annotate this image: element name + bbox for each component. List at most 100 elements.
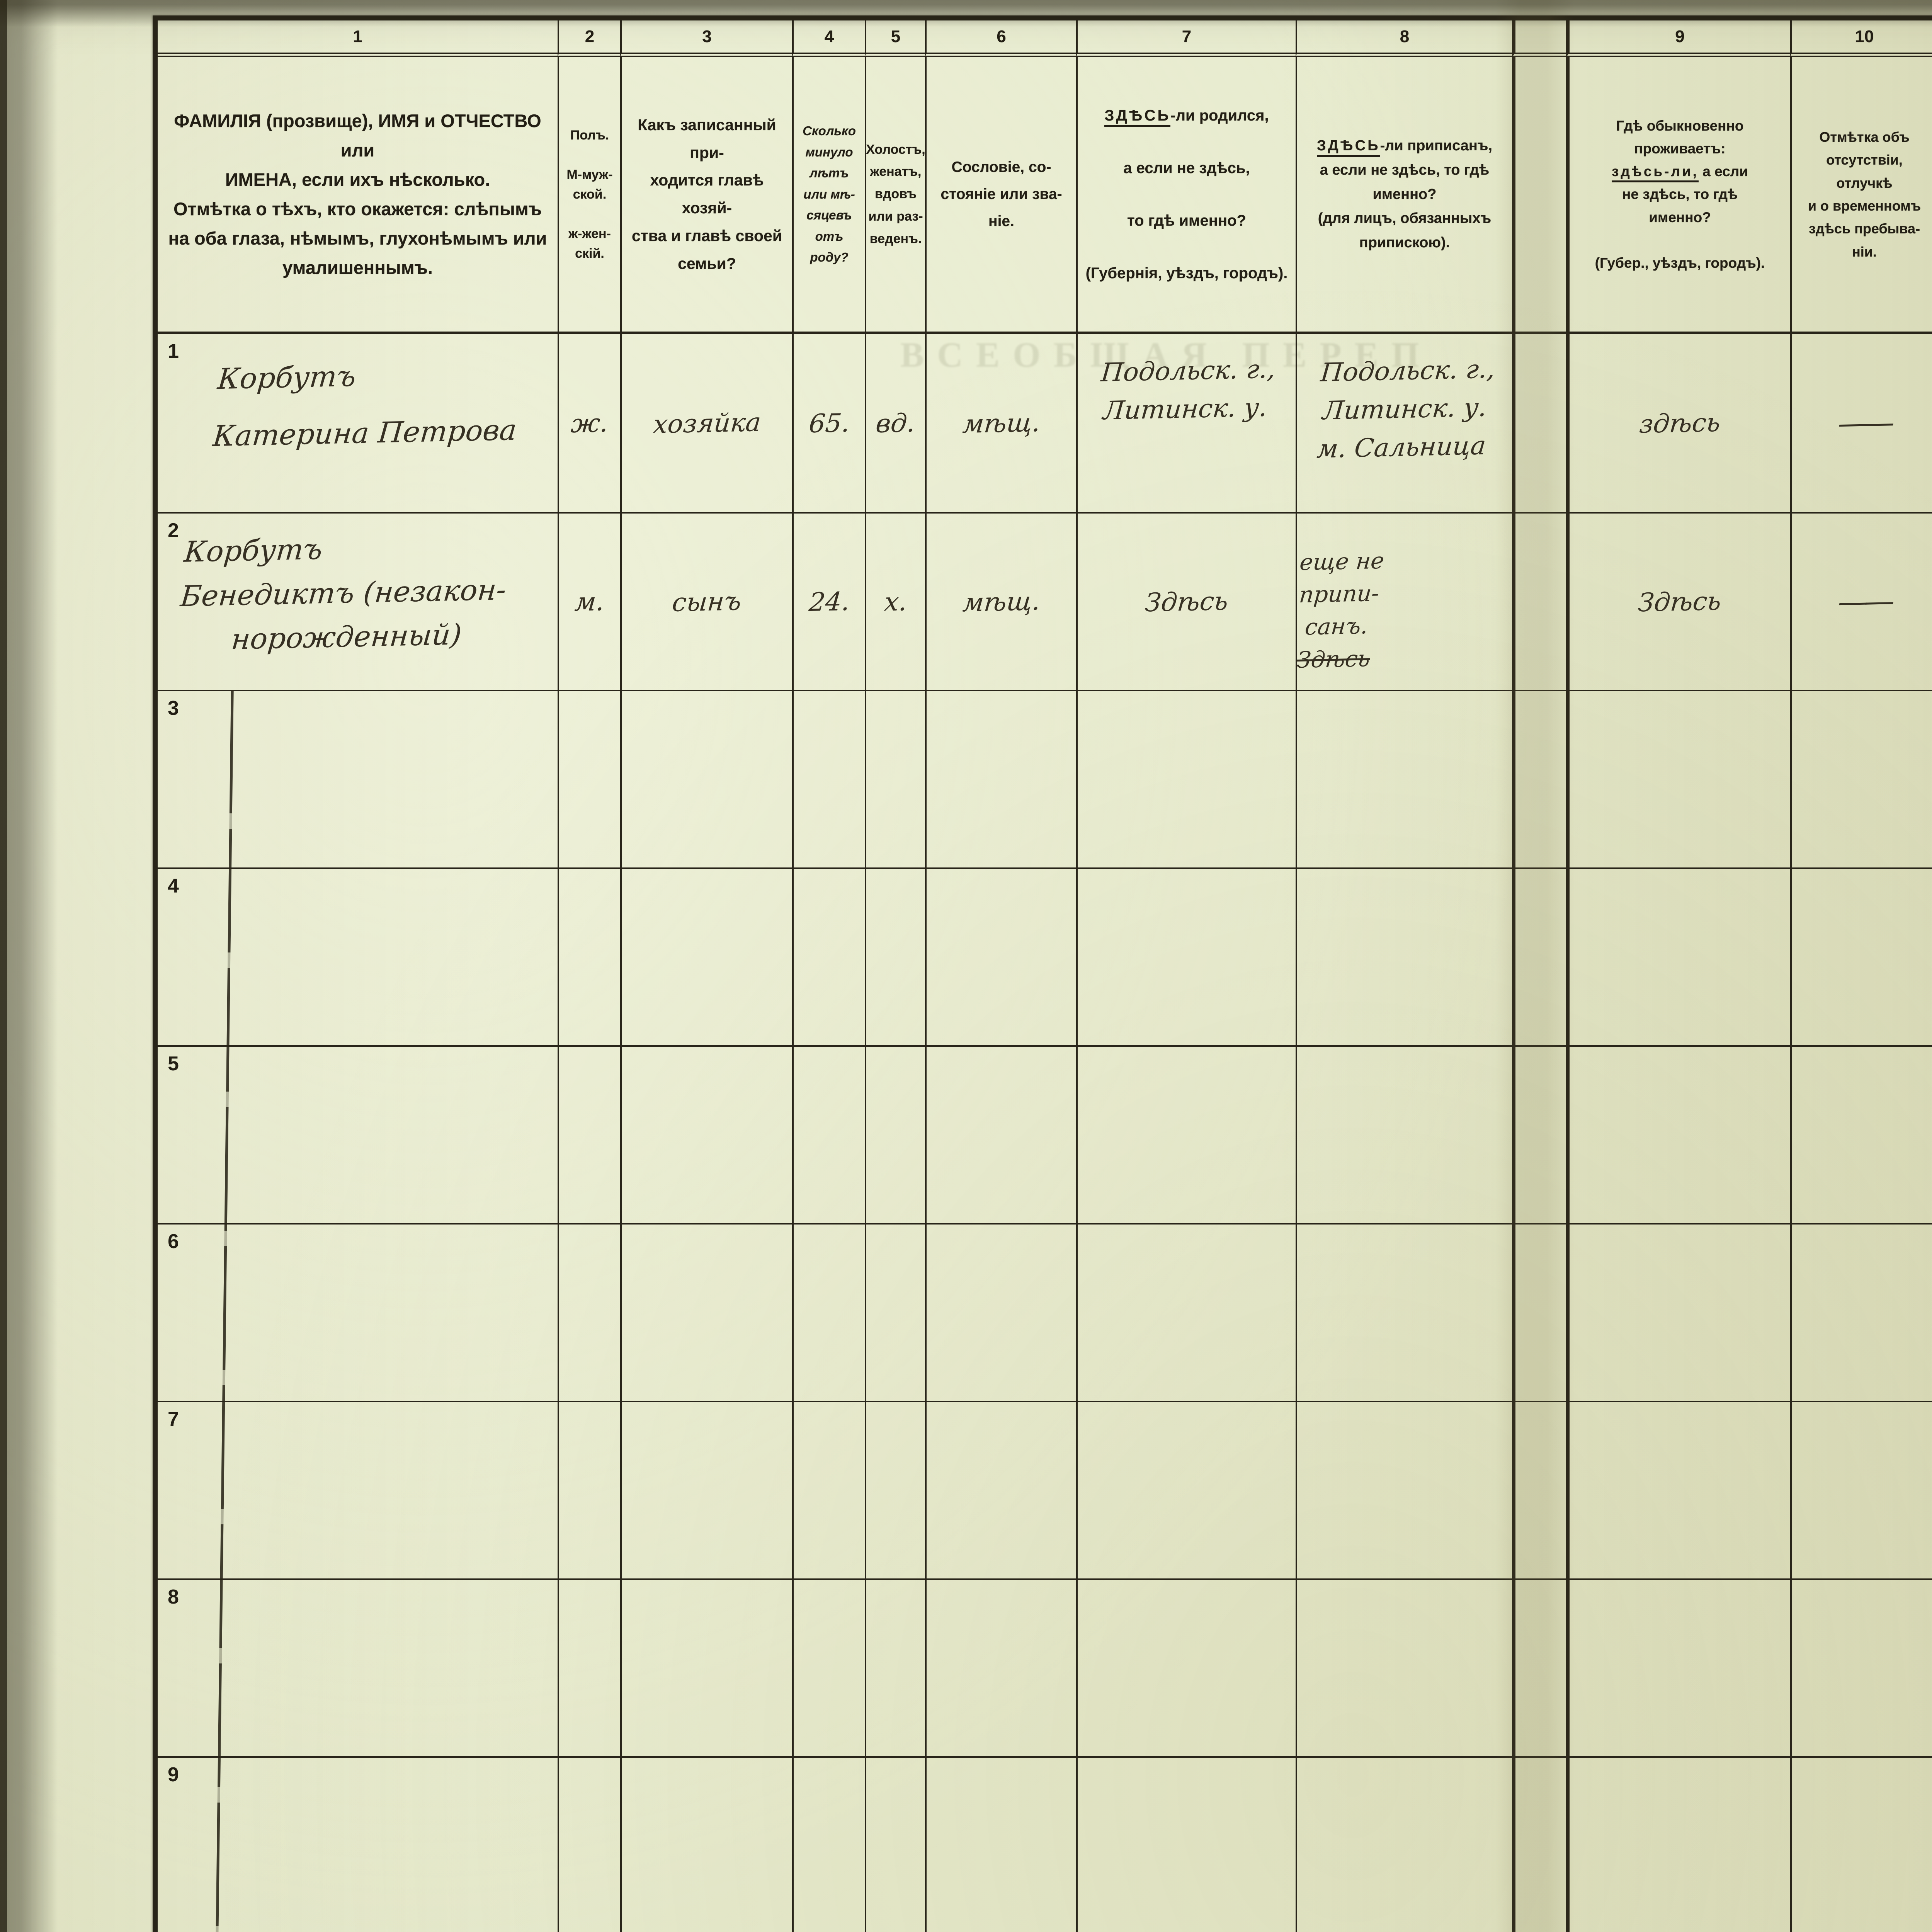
cell-relation xyxy=(620,867,792,1045)
census-table: 1 2 3 4 5 6 7 8 9 10 11 12 13 14 ФАМИЛІЯ… xyxy=(153,15,1932,1932)
cell-marital xyxy=(865,1756,925,1932)
cell-relation xyxy=(620,1578,792,1756)
cell-relation xyxy=(620,1045,792,1223)
cell-age xyxy=(792,1223,865,1401)
cell-name: 8 xyxy=(158,1578,558,1756)
cell-sex xyxy=(558,1401,620,1578)
cell-estate xyxy=(925,690,1076,867)
cell-relation: сынъ xyxy=(620,512,792,690)
cell-estate xyxy=(925,867,1076,1045)
col6-number: 6 xyxy=(925,20,1076,57)
cell-estate xyxy=(925,1756,1076,1932)
cell-sex xyxy=(558,690,620,867)
cell-name: 2 Корбутъ Бенедиктъ (незакон- норожденный… xyxy=(158,512,558,690)
cell-name: 4 xyxy=(158,867,558,1045)
cell-sex xyxy=(558,1578,620,1756)
cell-marital: х. xyxy=(865,512,925,690)
cell-registered xyxy=(1296,1223,1512,1401)
cell-birthplace xyxy=(1076,867,1296,1045)
cell-sex xyxy=(558,1756,620,1932)
cell-age xyxy=(792,1756,865,1932)
cell-residence: здѣсь xyxy=(1566,334,1790,512)
col5-number: 5 xyxy=(865,20,925,57)
col2-number: 2 xyxy=(558,20,620,57)
fold-spacer-cell xyxy=(1512,690,1566,867)
cell-registered xyxy=(1296,1045,1512,1223)
fold-spacer-cell xyxy=(1512,1578,1566,1756)
col8-header: ЗДѢСЬ-ли приписанъ, а если не здѣсь, то … xyxy=(1296,57,1512,332)
cell-residence xyxy=(1566,1756,1790,1932)
cell-estate xyxy=(925,1223,1076,1401)
cell-residence xyxy=(1566,867,1790,1045)
cell-relation xyxy=(620,1401,792,1578)
cell-relation: хозяйка xyxy=(620,334,792,512)
col9-number: 9 xyxy=(1566,20,1790,57)
cell-birthplace xyxy=(1076,1223,1296,1401)
col10-header: Отмѣтка объ отсутствіи, отлучкѣ и о врем… xyxy=(1790,57,1932,332)
fold-spacer-header xyxy=(1512,20,1566,57)
cell-registered xyxy=(1296,1401,1512,1578)
cell-birthplace xyxy=(1076,690,1296,867)
cell-estate: мѣщ. xyxy=(925,334,1076,512)
cell-sex xyxy=(558,1223,620,1401)
fold-spacer-cell xyxy=(1512,1756,1566,1932)
cell-registered xyxy=(1296,690,1512,867)
cell-absence xyxy=(1790,1045,1932,1223)
cell-age xyxy=(792,867,865,1045)
col7-number: 7 xyxy=(1076,20,1296,57)
cell-residence xyxy=(1566,1578,1790,1756)
table-header: 1 2 3 4 5 6 7 8 9 10 11 12 13 14 ФАМИЛІЯ… xyxy=(158,20,1932,334)
cell-name: 7 xyxy=(158,1401,558,1578)
col10-number: 10 xyxy=(1790,20,1932,57)
col9-header: Гдѣ обыкновенно проживаетъ: здѣсь-ли, а … xyxy=(1566,57,1790,332)
cell-age xyxy=(792,1578,865,1756)
col5-header: Холостъ, женатъ, вдовъ или раз- веденъ. xyxy=(865,57,925,332)
cell-age: 24. xyxy=(792,512,865,690)
cell-registered: еще не припи- санъ. Здѣсь xyxy=(1296,512,1512,690)
cell-registered xyxy=(1296,1756,1512,1932)
cell-registered xyxy=(1296,1578,1512,1756)
cell-sex xyxy=(558,1045,620,1223)
cell-absence xyxy=(1790,1756,1932,1932)
cell-age xyxy=(792,1045,865,1223)
cell-relation xyxy=(620,1223,792,1401)
col7-header: ЗДѢСЬ-ли родился, а если не здѣсь, то гд… xyxy=(1076,57,1296,332)
col2-header: Полъ. М-муж- ской. ж-жен- скій. xyxy=(558,57,620,332)
cell-residence xyxy=(1566,1045,1790,1223)
cell-age xyxy=(792,1401,865,1578)
cell-age xyxy=(792,690,865,867)
cell-marital xyxy=(865,1045,925,1223)
cell-relation xyxy=(620,690,792,867)
cell-registered xyxy=(1296,867,1512,1045)
col3-header: Какъ записанный при- ходится главѣ хозяй… xyxy=(620,57,792,332)
cell-marital xyxy=(865,1223,925,1401)
fold-spacer-cell xyxy=(1512,334,1566,512)
col4-header: Сколько минуло лѣтъ или мѣ- сяцевъ отъ р… xyxy=(792,57,865,332)
fold-spacer xyxy=(1512,57,1566,332)
cell-name: 6 xyxy=(158,1223,558,1401)
cell-relation xyxy=(620,1756,792,1932)
cell-residence: Здѣсь xyxy=(1566,512,1790,690)
cell-absence xyxy=(1790,1223,1932,1401)
cell-residence xyxy=(1566,1401,1790,1578)
cell-absence xyxy=(1790,867,1932,1045)
fold-spacer-cell xyxy=(1512,512,1566,690)
cell-registered: Подольск. г., Литинск. у. м. Сальница xyxy=(1296,334,1512,512)
col6-header: Сословіе, со- стояніе или зва- ніе. xyxy=(925,57,1076,332)
table-body: 1 Корбутъ Катерина Петрова ж. хозяйка 65.… xyxy=(158,334,1932,1932)
cell-marital xyxy=(865,690,925,867)
fold-spacer-cell xyxy=(1512,1045,1566,1223)
cell-name: 3 xyxy=(158,690,558,867)
cell-birthplace xyxy=(1076,1756,1296,1932)
cell-estate: мѣщ. xyxy=(925,512,1076,690)
cell-birthplace xyxy=(1076,1578,1296,1756)
cell-residence xyxy=(1566,690,1790,867)
fold-spacer-cell xyxy=(1512,1223,1566,1401)
col1-number: 1 xyxy=(158,20,558,57)
cell-estate xyxy=(925,1045,1076,1223)
cell-name: 5 xyxy=(158,1045,558,1223)
cell-marital xyxy=(865,867,925,1045)
col3-number: 3 xyxy=(620,20,792,57)
cell-absence xyxy=(1790,1401,1932,1578)
cell-birthplace xyxy=(1076,1401,1296,1578)
